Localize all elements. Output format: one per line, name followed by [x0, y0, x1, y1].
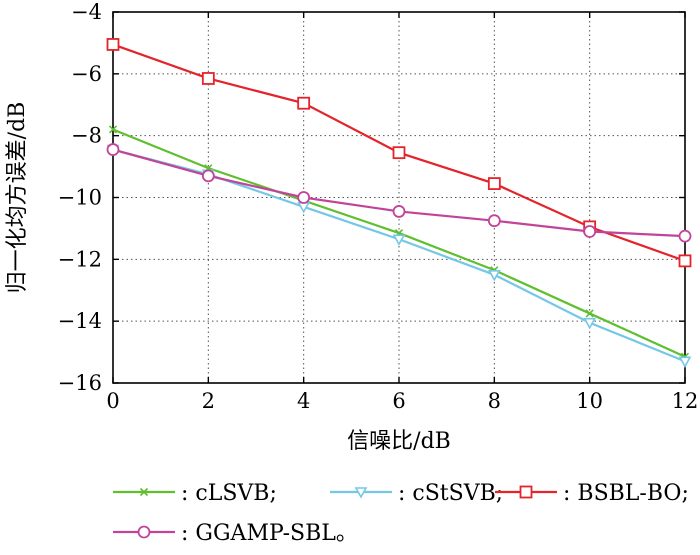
data-point — [487, 269, 501, 282]
x-tick-label: 0 — [106, 389, 119, 413]
data-point — [108, 125, 118, 134]
data-point — [201, 169, 215, 183]
legend-label: : cStSVB; — [398, 481, 503, 506]
data-point — [106, 38, 120, 51]
data-point — [297, 96, 311, 110]
x-tick-label: 8 — [488, 389, 501, 413]
data-point — [106, 143, 120, 156]
legend-entry: : BSBL-BO; — [495, 481, 689, 506]
series-4 — [106, 143, 692, 243]
legend-label: : BSBL-BO; — [563, 481, 689, 506]
y-tick-label: −16 — [58, 371, 102, 395]
x-tick-label: 2 — [202, 389, 215, 413]
x-tick-label: 6 — [392, 389, 405, 413]
legend-label: : GGAMP-SBL。 — [181, 521, 358, 546]
data-point — [487, 214, 501, 228]
y-tick-label: −10 — [58, 186, 102, 210]
legend-entry: : cLSVB; — [113, 481, 277, 506]
data-point — [678, 229, 692, 243]
legend-entry: : GGAMP-SBL。 — [113, 521, 358, 546]
y-tick-label: −6 — [71, 62, 102, 86]
y-tick-label: −4 — [71, 0, 102, 24]
data-point — [678, 254, 692, 268]
y-tick-label: −12 — [58, 247, 102, 271]
legend: : cLSVB; : cStSVB; : BSBL-BO; : GGAMP-SBL。 — [113, 481, 689, 546]
data-point — [392, 146, 406, 160]
data-point — [585, 309, 594, 318]
x-tick-label: 4 — [297, 389, 310, 413]
data-point — [678, 356, 692, 369]
x-tick-label: 10 — [576, 389, 603, 413]
series-group — [106, 38, 692, 369]
y-tick-label: −14 — [58, 309, 102, 333]
legend-swatch-marker — [137, 525, 151, 539]
data-point — [487, 177, 501, 190]
x-axis-title: 信噪比/dB — [347, 429, 451, 454]
axis-ticks: 0 2 4 6 8 10 12 −4 −6 −8 −10 −12 −14 −16 — [58, 0, 699, 413]
y-tick-label: −8 — [71, 124, 102, 148]
legend-swatch-marker — [354, 487, 368, 499]
data-point — [297, 191, 311, 204]
data-point — [392, 234, 406, 246]
data-point — [201, 72, 215, 85]
legend-label: : cLSVB; — [181, 481, 277, 506]
y-axis-title: 归一化均方误差/dB — [5, 102, 30, 294]
legend-entry: : cStSVB; — [330, 481, 503, 506]
legend-swatch-marker — [139, 487, 149, 497]
data-point — [583, 225, 597, 238]
x-tick-label: 12 — [672, 389, 699, 413]
data-point — [583, 317, 597, 330]
legend-swatch-marker — [519, 485, 533, 499]
data-point — [392, 205, 406, 218]
